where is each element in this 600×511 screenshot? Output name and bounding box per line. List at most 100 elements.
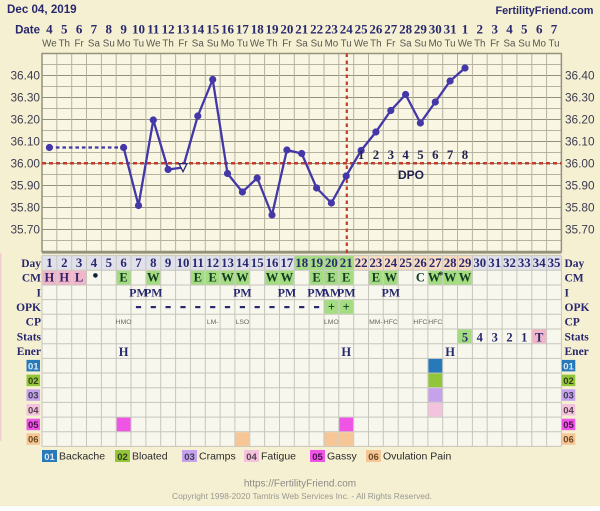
svg-text:OPK: OPK	[16, 302, 41, 314]
svg-text:36.40: 36.40	[10, 69, 40, 83]
svg-text:Backache: Backache	[59, 451, 105, 463]
svg-text:Tu: Tu	[237, 39, 248, 50]
svg-text:35.90: 35.90	[565, 179, 595, 193]
svg-text:C: C	[416, 271, 425, 285]
svg-text:36.40: 36.40	[565, 69, 595, 83]
svg-text:We: We	[42, 39, 57, 50]
svg-text:https://FertilityFriend.com: https://FertilityFriend.com	[244, 479, 356, 490]
svg-text:Dec 04, 2019: Dec 04, 2019	[7, 3, 77, 16]
svg-text:Fr: Fr	[490, 39, 500, 50]
svg-text:04: 04	[246, 452, 257, 463]
svg-text:16: 16	[266, 256, 279, 270]
svg-text:9: 9	[120, 22, 127, 37]
svg-text:Sa: Sa	[192, 39, 205, 50]
svg-text:4: 4	[506, 22, 513, 37]
svg-text:22: 22	[310, 22, 323, 37]
svg-text:H: H	[341, 345, 351, 359]
svg-text:20: 20	[325, 256, 338, 270]
svg-text:2: 2	[506, 330, 512, 344]
svg-text:29: 29	[459, 256, 472, 270]
svg-text:05: 05	[312, 452, 323, 463]
svg-text:11: 11	[192, 256, 204, 270]
svg-text:33: 33	[518, 256, 531, 270]
svg-text:04: 04	[563, 405, 574, 416]
svg-text:Su: Su	[103, 39, 115, 50]
svg-text:03: 03	[184, 452, 195, 463]
svg-text:01: 01	[44, 452, 55, 463]
svg-text:25: 25	[355, 22, 369, 37]
svg-text:36.20: 36.20	[565, 113, 595, 127]
svg-text:+: +	[343, 300, 350, 314]
svg-text:Mo: Mo	[221, 39, 235, 50]
svg-text:Mo: Mo	[428, 39, 442, 50]
svg-text:W: W	[281, 271, 294, 285]
svg-text:PM: PM	[337, 285, 356, 299]
svg-text:21: 21	[295, 22, 308, 37]
svg-text:Date: Date	[15, 25, 40, 37]
svg-text:4: 4	[46, 22, 53, 37]
svg-text:15: 15	[251, 256, 264, 270]
svg-text:19: 19	[266, 22, 280, 37]
svg-text:7: 7	[447, 148, 454, 162]
svg-text:02: 02	[563, 376, 574, 387]
svg-text:Mo: Mo	[117, 39, 131, 50]
svg-text:Fr: Fr	[386, 39, 396, 50]
svg-text:6: 6	[120, 256, 127, 270]
svg-text:*: *	[438, 271, 443, 282]
svg-text:H: H	[59, 271, 69, 285]
svg-text:17: 17	[281, 256, 294, 270]
svg-text:5: 5	[521, 22, 528, 37]
svg-text:35.90: 35.90	[10, 179, 40, 193]
svg-text:10: 10	[177, 256, 190, 270]
svg-text:PM: PM	[278, 285, 297, 299]
svg-text:36.00: 36.00	[10, 157, 40, 171]
svg-text:Cramps: Cramps	[199, 451, 236, 463]
svg-text:01: 01	[28, 361, 39, 372]
svg-text:5: 5	[417, 148, 423, 162]
svg-text:HFC: HFC	[413, 319, 427, 326]
svg-text:HMO: HMO	[116, 319, 132, 326]
svg-text:Tu: Tu	[445, 39, 456, 50]
svg-text:E: E	[119, 271, 127, 285]
svg-text:24: 24	[340, 22, 354, 37]
svg-text:7: 7	[551, 22, 558, 37]
svg-text:36.10: 36.10	[10, 135, 40, 149]
svg-text:11: 11	[147, 22, 159, 37]
svg-text:LMO: LMO	[324, 319, 339, 326]
svg-text:36.00: 36.00	[565, 157, 595, 171]
svg-text:FertilityFriend.com: FertilityFriend.com	[495, 5, 593, 17]
svg-text:+: +	[328, 300, 335, 314]
svg-text:4: 4	[477, 330, 484, 344]
svg-text:Su: Su	[414, 39, 426, 50]
svg-text:Su: Su	[207, 39, 219, 50]
svg-text:T: T	[535, 330, 544, 344]
svg-text:21: 21	[340, 256, 353, 270]
svg-text:Copyright 1998-2020 Tamtris We: Copyright 1998-2020 Tamtris Web Services…	[172, 491, 432, 501]
svg-text:06: 06	[28, 435, 39, 446]
svg-text:MM-: MM-	[369, 319, 383, 326]
svg-text:4: 4	[402, 148, 409, 162]
svg-text:Ener: Ener	[565, 346, 589, 358]
svg-text:PM: PM	[307, 285, 326, 299]
svg-text:W: W	[459, 271, 472, 285]
svg-text:03: 03	[563, 391, 574, 402]
svg-text:02: 02	[117, 452, 128, 463]
svg-text:PM: PM	[129, 285, 148, 299]
svg-text:E: E	[342, 271, 350, 285]
svg-text:We: We	[250, 39, 265, 50]
svg-text:14: 14	[191, 22, 205, 37]
svg-text:CM: CM	[565, 273, 584, 285]
svg-text:2: 2	[373, 148, 379, 162]
svg-text:36.20: 36.20	[10, 113, 40, 127]
svg-text:Th: Th	[59, 39, 70, 50]
svg-text:35.80: 35.80	[565, 201, 595, 215]
svg-text:W: W	[221, 271, 234, 285]
svg-text:18: 18	[295, 256, 308, 270]
svg-text:Fr: Fr	[282, 39, 292, 50]
svg-text:W: W	[236, 271, 249, 285]
svg-text:35.70: 35.70	[10, 223, 40, 237]
svg-text:36.30: 36.30	[10, 91, 40, 105]
svg-text:1: 1	[46, 256, 52, 270]
svg-text:13: 13	[221, 256, 234, 270]
svg-text:5: 5	[106, 256, 112, 270]
